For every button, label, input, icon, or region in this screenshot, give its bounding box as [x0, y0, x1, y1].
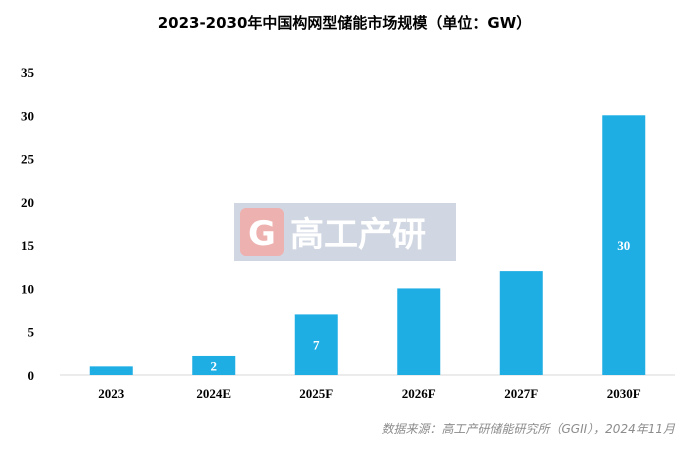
source-note: 数据来源：高工产研储能研究所（GGII），2024年11月 — [381, 422, 676, 436]
y-tick-label: 10 — [21, 281, 34, 296]
bar-2027F — [499, 271, 543, 375]
y-tick-label: 15 — [21, 238, 35, 253]
watermark-logo: G 高工产研 — [234, 203, 456, 261]
x-tick-label: 2024E — [196, 386, 231, 401]
y-tick-label: 5 — [28, 325, 35, 340]
bar-value-label: 7 — [313, 338, 320, 353]
y-axis: 0 5 10 15 20 25 30 35 — [21, 65, 35, 383]
y-tick-label: 25 — [21, 152, 35, 167]
chart-title: 2023-2030年中国构网型储能市场规模（单位：GW） — [157, 14, 532, 32]
bar-2024E — [192, 355, 236, 375]
x-tick-label: 2030F — [607, 386, 641, 401]
bars: 2 7 30 — [89, 115, 646, 376]
bar-value-label: 30 — [617, 238, 630, 253]
bar-2025F — [294, 314, 338, 375]
x-tick-label: 2027F — [504, 386, 538, 401]
bar-2030F — [602, 115, 646, 376]
bar-2026F — [397, 288, 441, 375]
x-tick-label: 2025F — [299, 386, 333, 401]
y-tick-label: 20 — [21, 195, 34, 210]
bar-value-label: 2 — [211, 358, 218, 373]
watermark-logo-letter: G — [248, 214, 276, 254]
watermark-background — [234, 203, 456, 261]
y-tick-label: 35 — [21, 65, 35, 80]
y-tick-label: 0 — [28, 368, 35, 383]
watermark-logo-mark — [240, 208, 284, 256]
y-tick-label: 30 — [21, 108, 34, 123]
watermark-text: 高工产研 — [290, 215, 426, 255]
x-axis: 2023 2024E 2025F 2026F 2027F 2030F — [98, 386, 641, 401]
bar-2023 — [89, 366, 133, 375]
x-tick-label: 2026F — [402, 386, 436, 401]
x-tick-label: 2023 — [98, 386, 125, 401]
